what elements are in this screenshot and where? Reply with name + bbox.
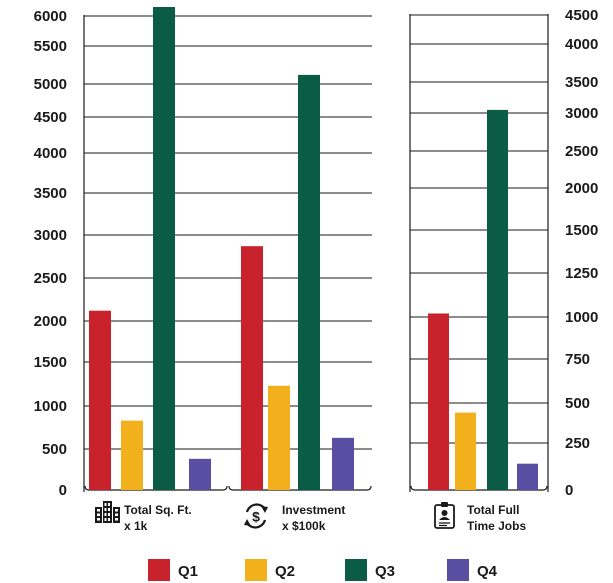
legend: Q1 Q2 Q3 Q4 [148,559,498,581]
bar-q3 [153,7,175,490]
category-label: Investment [282,503,345,517]
y-tick-label: 1250 [565,265,598,282]
legend-swatch-q2 [245,559,267,581]
dollar-cycle-icon: $ [244,503,268,529]
y-tick-label: 750 [565,351,590,368]
category-label: Time Jobs [467,519,526,533]
y-tick-label: 2500 [565,143,598,160]
y-tick-label: 0 [59,482,67,499]
legend-label: Q1 [178,563,198,580]
y-tick-label: 2000 [565,180,598,197]
legend-swatch-q3 [345,559,367,581]
bar-q4 [332,437,354,490]
y-tick-label: 5000 [34,76,67,93]
bar-q3 [487,109,508,491]
y-tick-label: 3500 [565,74,598,91]
bar-q1 [89,310,111,490]
legend-label: Q2 [275,563,295,580]
y-tick-label: 1000 [565,309,598,326]
bar-q2 [121,420,143,490]
y-tick-label: 1500 [565,222,598,239]
building-icon [95,501,120,523]
bar-q1 [428,313,449,490]
bar-q1 [241,246,263,490]
id-badge-icon [434,502,455,529]
category-label: x 1k [124,519,148,533]
y-tick-label: 500 [42,441,67,458]
legend-swatch-q4 [447,559,469,581]
category-label: Total Full [467,503,519,517]
legend-label: Q4 [477,563,498,580]
x-axis-bracket [410,485,548,491]
y-tick-label: 3000 [34,227,67,244]
bar-q2 [455,412,476,490]
y-tick-label: 250 [565,435,590,452]
bar-q2 [268,385,290,490]
bar-q3 [298,74,320,490]
y-tick-label: 3000 [565,105,598,122]
y-tick-label: 4000 [34,145,67,162]
y-tick-label: 0 [565,482,573,499]
category-label: x $100k [282,519,326,533]
y-tick-label: 6000 [34,8,67,25]
legend-label: Q3 [375,563,395,580]
y-tick-label: 500 [565,395,590,412]
y-tick-label: 4500 [34,109,67,126]
y-tick-label: 2500 [34,270,67,287]
y-tick-label: 2000 [34,313,67,330]
legend-swatch-q1 [148,559,170,581]
y-tick-label: 4500 [565,7,598,24]
y-tick-label: 1000 [34,398,67,415]
chart-panel-left: 0 500 1000 1500 2000 2500 3000 3500 4000 4500 5000… [34,7,372,533]
y-tick-label: 3500 [34,185,67,202]
y-tick-label: 1500 [34,354,67,371]
bar-q4 [189,458,211,490]
y-tick-label: 4000 [565,36,598,53]
chart-panel-right: 0 250 500 750 1000 1250 1500 2000 2500 3000 3500 40… [409,7,598,533]
category-label: Total Sq. Ft. [124,503,192,517]
y-tick-label: 5500 [34,38,67,55]
bar-q4 [517,463,538,490]
svg-text:$: $ [252,509,260,525]
